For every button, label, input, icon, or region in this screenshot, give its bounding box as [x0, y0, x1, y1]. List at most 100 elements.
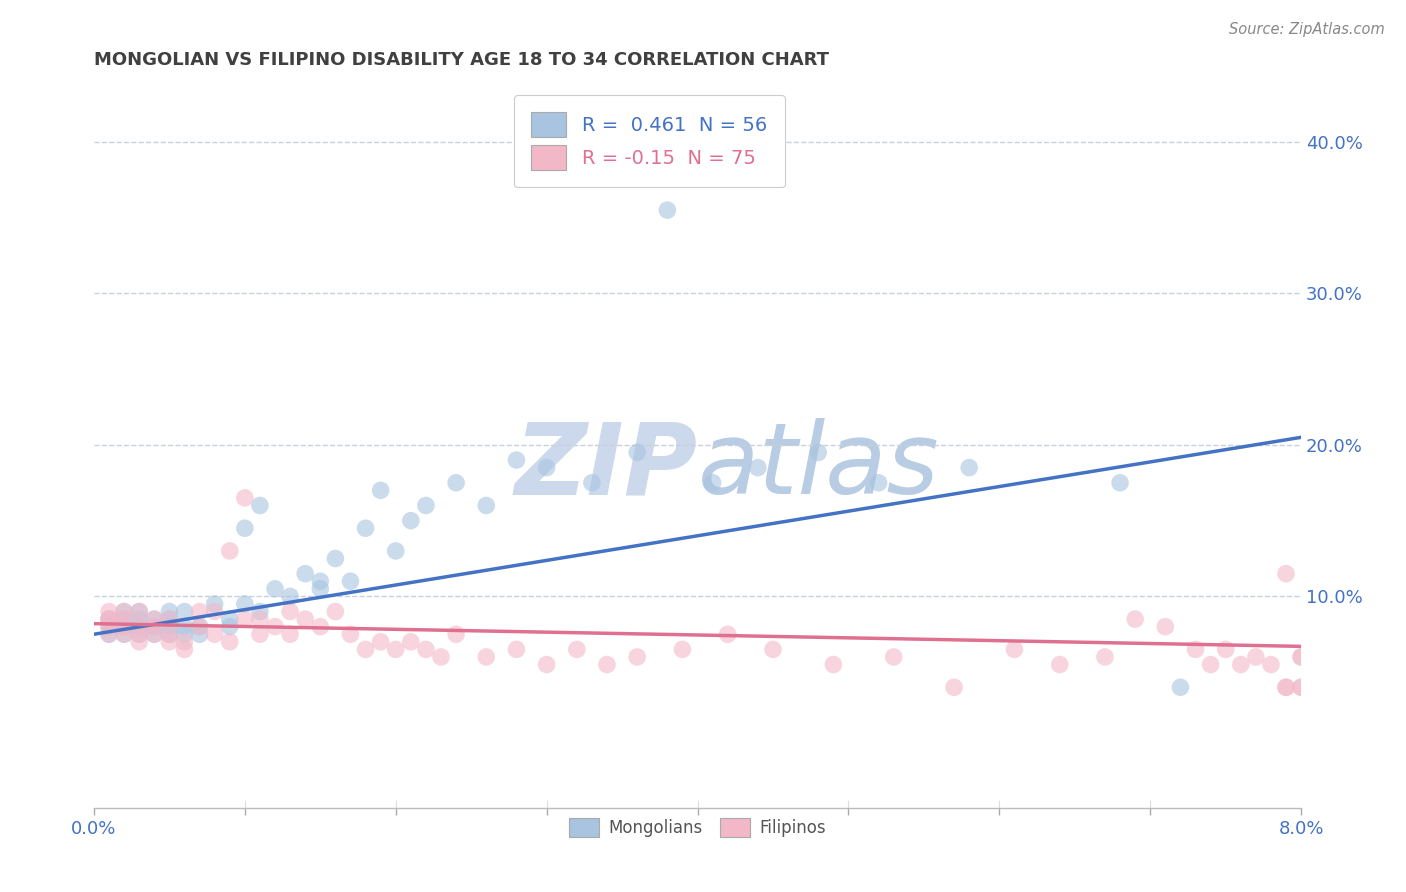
Point	[218, 544, 240, 558]
Point	[112, 605, 135, 619]
Point	[1215, 642, 1237, 657]
Point	[98, 620, 121, 634]
Point	[98, 627, 121, 641]
Point	[1004, 642, 1026, 657]
Point	[325, 605, 347, 619]
Point	[415, 642, 437, 657]
Point	[98, 627, 121, 641]
Point	[112, 620, 135, 634]
Point	[218, 635, 240, 649]
Point	[1229, 657, 1251, 672]
Point	[98, 605, 121, 619]
Point	[444, 475, 467, 490]
Point	[188, 620, 211, 634]
Point	[188, 627, 211, 641]
Point	[565, 642, 588, 657]
Point	[943, 680, 966, 694]
Point	[309, 574, 332, 589]
Point	[1289, 650, 1312, 665]
Point	[883, 650, 905, 665]
Point	[384, 544, 406, 558]
Point	[249, 499, 271, 513]
Point	[309, 620, 332, 634]
Point	[278, 605, 301, 619]
Point	[399, 635, 422, 649]
Point	[112, 627, 135, 641]
Point	[128, 620, 150, 634]
Point	[264, 582, 287, 596]
Point	[233, 521, 256, 535]
Point	[430, 650, 453, 665]
Point	[249, 627, 271, 641]
Point	[475, 650, 498, 665]
Point	[188, 605, 211, 619]
Point	[1199, 657, 1222, 672]
Point	[112, 612, 135, 626]
Point	[128, 612, 150, 626]
Point	[98, 612, 121, 626]
Point	[1275, 680, 1298, 694]
Text: MONGOLIAN VS FILIPINO DISABILITY AGE 18 TO 34 CORRELATION CHART: MONGOLIAN VS FILIPINO DISABILITY AGE 18 …	[94, 51, 830, 69]
Point	[143, 620, 166, 634]
Point	[581, 475, 603, 490]
Point	[204, 597, 226, 611]
Point	[1275, 566, 1298, 581]
Point	[1049, 657, 1071, 672]
Point	[717, 627, 740, 641]
Point	[868, 475, 890, 490]
Point	[505, 642, 527, 657]
Point	[173, 627, 195, 641]
Point	[157, 612, 180, 626]
Point	[339, 574, 361, 589]
Point	[188, 620, 211, 634]
Point	[112, 605, 135, 619]
Point	[1275, 680, 1298, 694]
Point	[325, 551, 347, 566]
Point	[1109, 475, 1132, 490]
Legend: Mongolians, Filipinos: Mongolians, Filipinos	[562, 811, 832, 844]
Point	[143, 627, 166, 641]
Point	[128, 635, 150, 649]
Point	[399, 514, 422, 528]
Point	[957, 460, 980, 475]
Point	[98, 612, 121, 626]
Point	[475, 499, 498, 513]
Point	[1289, 650, 1312, 665]
Point	[249, 612, 271, 626]
Point	[157, 627, 180, 641]
Point	[370, 483, 392, 498]
Point	[1184, 642, 1206, 657]
Point	[807, 445, 830, 459]
Point	[128, 620, 150, 634]
Point	[444, 627, 467, 641]
Point	[671, 642, 693, 657]
Point	[762, 642, 785, 657]
Point	[384, 642, 406, 657]
Point	[294, 566, 316, 581]
Point	[264, 620, 287, 634]
Point	[143, 612, 166, 626]
Point	[157, 605, 180, 619]
Point	[309, 582, 332, 596]
Point	[294, 612, 316, 626]
Point	[278, 627, 301, 641]
Point	[173, 642, 195, 657]
Point	[112, 612, 135, 626]
Point	[505, 453, 527, 467]
Point	[249, 605, 271, 619]
Point	[626, 445, 648, 459]
Point	[1170, 680, 1192, 694]
Point	[157, 612, 180, 626]
Point	[233, 491, 256, 505]
Point	[157, 635, 180, 649]
Point	[112, 620, 135, 634]
Point	[98, 612, 121, 626]
Point	[128, 605, 150, 619]
Text: ZIP: ZIP	[515, 418, 697, 516]
Point	[415, 499, 437, 513]
Point	[157, 627, 180, 641]
Point	[1244, 650, 1267, 665]
Point	[173, 605, 195, 619]
Point	[233, 612, 256, 626]
Text: atlas: atlas	[697, 418, 939, 516]
